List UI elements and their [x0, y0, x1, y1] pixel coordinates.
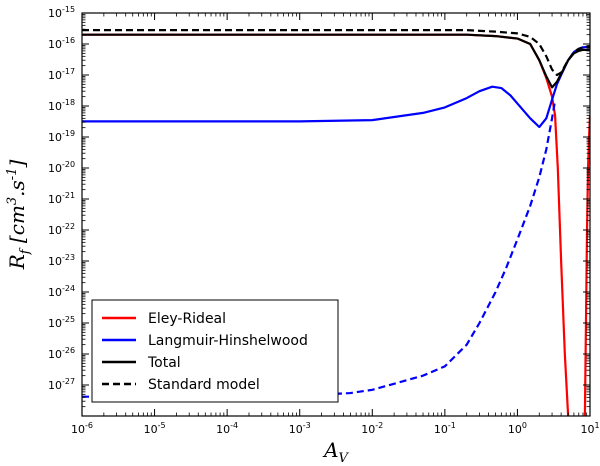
y-tick-label: 10-20 [48, 160, 75, 175]
x-axis-label: AV​ [322, 438, 349, 466]
y-tick-label: 10-21 [48, 191, 75, 206]
x-tick-label: 101 [580, 421, 599, 436]
series-layer [82, 29, 590, 416]
ticks-layer [81, 12, 591, 417]
series-line-3 [82, 29, 590, 77]
y-axis-label: Rf​ [cm3​.s-1​] [5, 160, 33, 271]
y-tick-label: 10-24 [48, 284, 75, 299]
labels-layer: 10-6 10-5 10-4 10-3 10-2 10-1 100 101 10-15 10-16… [5, 5, 600, 466]
y-tick-label: 10-18 [48, 98, 75, 113]
y-tick-label: 10-23 [48, 253, 75, 268]
x-tick-label: 10-2 [361, 421, 383, 436]
y-tick-label: 10-25 [48, 315, 75, 330]
x-tick-label: 100 [508, 421, 527, 436]
legend-entry-label: Total [147, 355, 181, 371]
y-tick-label: 10-26 [48, 346, 75, 361]
x-tick-label: 10-4 [216, 421, 238, 436]
x-tick-label: 10-1 [434, 421, 456, 436]
y-tick-label: 10-15 [48, 5, 75, 20]
series-line-1 [82, 45, 590, 129]
x-tick-label: 10-3 [289, 421, 311, 436]
y-tick-label: 10-22 [48, 222, 75, 237]
y-tick-label: 10-27 [48, 377, 75, 392]
x-tick-label: 10-5 [144, 421, 166, 436]
legend-entry-label: Langmuir-Hinshelwood [148, 333, 308, 349]
legend: Eley-Rideal Langmuir-Hinshelwood Total Stan… [91, 299, 339, 403]
y-tick-label: 10-19 [48, 129, 75, 144]
y-tick-label: 10-17 [48, 67, 75, 82]
plot-frame [81, 12, 591, 417]
y-tick-label: 10-16 [48, 36, 75, 51]
x-tick-label: 10-6 [71, 421, 93, 436]
series-line-5 [82, 100, 557, 398]
series-line-2 [82, 33, 590, 89]
legend-entry-label: Standard model [148, 377, 260, 393]
legend-entry-label: Eley-Rideal [148, 311, 226, 327]
